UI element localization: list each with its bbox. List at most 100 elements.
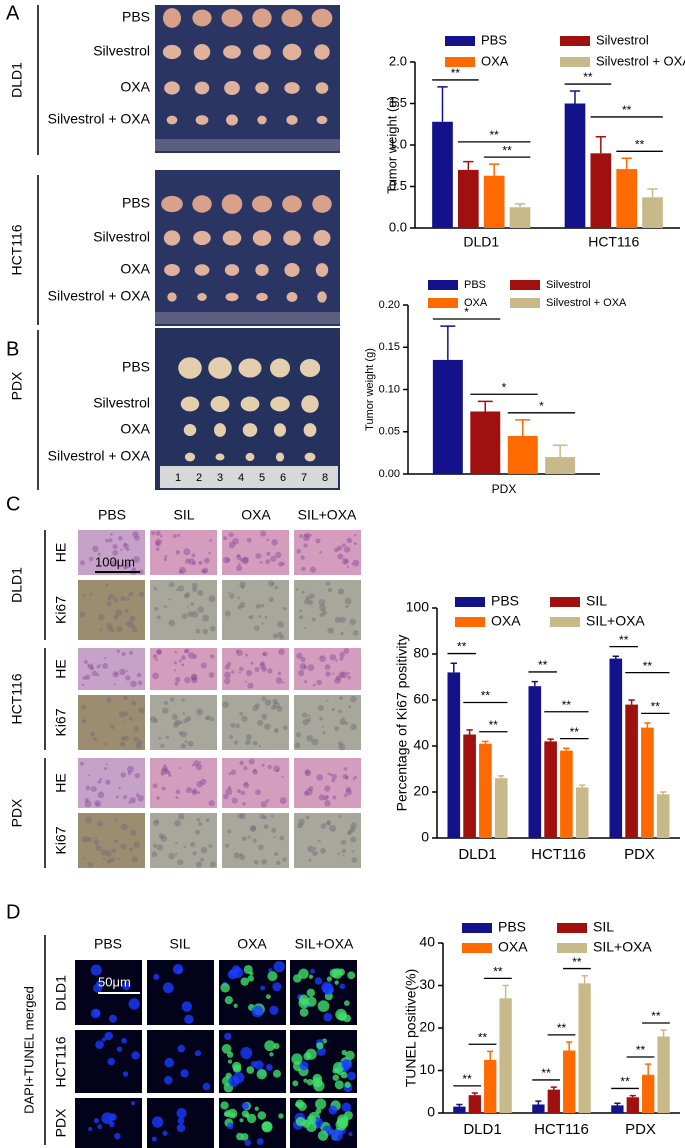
legend-label: SIL [593,919,614,935]
tumor [315,82,329,94]
texture [158,833,165,839]
texture [84,800,92,808]
texture [344,597,352,605]
tumor [180,396,200,412]
texture [123,542,127,546]
texture [172,721,179,728]
bar [507,435,538,474]
nucleus [131,1051,140,1060]
tumor [183,424,197,436]
texture [258,615,262,619]
bar [611,1105,624,1113]
texture [311,617,316,622]
tumor [195,115,209,125]
texture [347,829,353,835]
texture [345,604,349,608]
texture [160,772,165,776]
texture [79,611,86,618]
texture [119,741,126,747]
texture [152,654,158,659]
nucleus [97,1124,103,1130]
column-label: SIL [173,507,194,523]
tumor [215,453,225,461]
tumor [225,292,239,302]
texture [260,801,267,808]
texture [299,609,302,613]
texture [282,857,287,862]
nucleus [220,1101,229,1110]
texture [305,595,311,601]
row-label: DLD1 [53,975,69,1011]
texture [300,656,306,663]
error-bar [629,1094,636,1098]
texture [344,546,351,553]
bar [528,686,542,838]
texture [227,786,232,790]
texture [224,677,231,685]
x-tick-label: PDX [624,846,655,863]
texture [105,583,109,587]
bar [432,121,453,228]
texture [104,766,108,770]
texture [132,531,139,538]
texture [90,731,95,737]
texture [275,677,283,684]
bar [499,998,512,1113]
ruler-number: 6 [280,472,286,484]
y-tick-label: 0 [421,829,429,845]
texture [226,557,231,562]
texture [93,839,100,846]
nucleus [116,1046,123,1052]
ruler-number: 3 [217,472,223,484]
texture [279,634,285,640]
texture [192,851,197,856]
texture [224,610,231,617]
nucleus [108,1014,117,1023]
texture [350,696,357,703]
texture [187,740,194,747]
texture [322,725,325,728]
y-tick-label: 0.20 [379,299,400,311]
stain-label: Ki67 [53,826,69,854]
error-bar [498,775,505,779]
nucleus [341,1059,353,1070]
texture [173,669,177,672]
tumor [282,195,302,213]
texture [129,796,136,804]
texture [237,554,241,558]
nucleus [269,1052,274,1057]
texture [160,835,168,842]
texture [240,790,246,796]
nucleus [88,1126,93,1131]
texture [262,652,266,657]
error-bar [489,163,500,176]
texture [232,537,239,545]
texture [106,859,111,864]
nucleus [336,1114,349,1126]
nucleus [221,1043,232,1054]
texture [89,592,93,596]
texture [233,740,239,745]
texture [267,668,273,674]
nucleus [256,1069,267,1080]
texture [342,773,348,779]
texture [242,556,249,563]
x-tick-label: DLD1 [463,234,499,250]
texture [171,713,178,720]
texture [327,772,330,775]
texture [250,824,257,831]
cell-line: DLD1 [9,62,25,98]
row-group: HCT116 [9,673,25,724]
texture [338,743,346,751]
texture [245,653,248,657]
texture [129,716,133,721]
nucleus [93,1118,100,1124]
texture [209,539,213,542]
texture [82,857,85,860]
texture [113,597,119,603]
tumor [253,44,271,60]
group-label: PBS [122,195,150,211]
error-bar [550,1086,557,1090]
texture [129,615,136,622]
texture [339,651,345,658]
